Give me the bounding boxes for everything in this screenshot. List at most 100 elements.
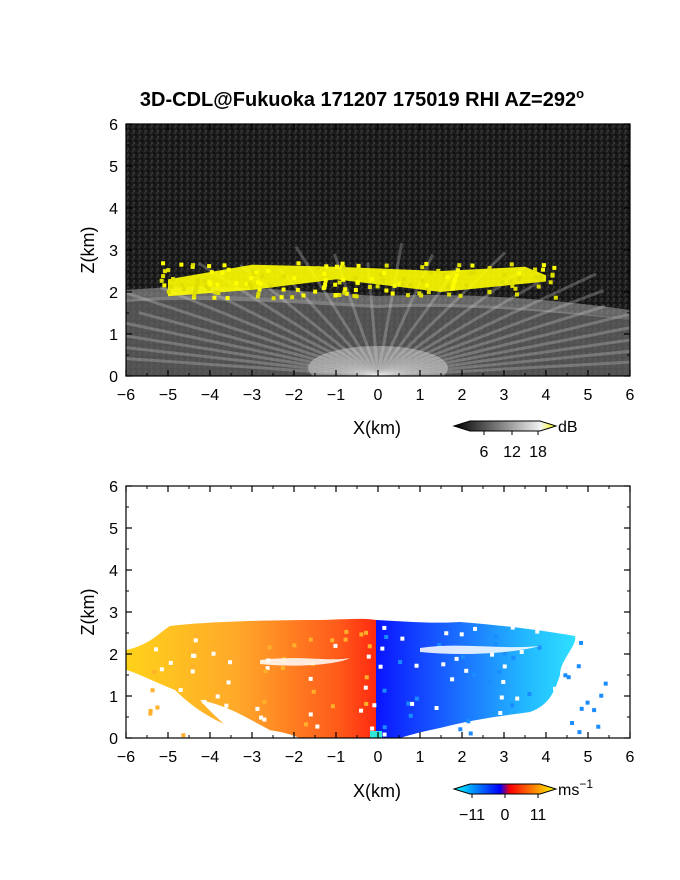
- yellow-pixel: [517, 271, 522, 276]
- yellow-pixel: [342, 290, 347, 295]
- top-ytick-label: 5: [109, 159, 118, 176]
- bottom-xtick-label: −2: [285, 749, 303, 766]
- yellow-pixel: [281, 274, 286, 279]
- speckle: [372, 703, 377, 708]
- radial-beam: [126, 334, 379, 376]
- yellow-pixel: [249, 276, 254, 281]
- yellow-pixel: [216, 290, 221, 295]
- speckle: [494, 634, 499, 639]
- yellow-pixel: [334, 264, 339, 269]
- radial-beam: [377, 304, 606, 376]
- speckle: [384, 634, 389, 639]
- radial-beam: [377, 349, 630, 376]
- yellow-pixel: [166, 289, 171, 294]
- speckle: [597, 714, 602, 719]
- speckle: [152, 670, 157, 675]
- yellow-pixel: [337, 292, 342, 297]
- yellow-pixel: [254, 270, 259, 275]
- bottom-speckles: [148, 625, 608, 738]
- yellow-pixel: [208, 282, 213, 287]
- speckle: [178, 688, 183, 693]
- yellow-pixel: [162, 269, 167, 274]
- top-xtick-label: 3: [500, 387, 509, 404]
- yellow-pixel: [467, 271, 472, 276]
- speckle: [267, 645, 272, 650]
- top-ytick-label: 1: [109, 327, 118, 344]
- speckle: [168, 660, 173, 665]
- top-colorbar-tick: 12: [503, 444, 521, 461]
- speckle: [527, 692, 532, 697]
- yellow-pixel: [344, 291, 349, 296]
- yellow-pixel: [202, 279, 207, 284]
- speckle: [466, 719, 471, 724]
- bottom-ytick-label: 0: [109, 731, 118, 748]
- speckle: [315, 724, 320, 729]
- yellow-pixel: [226, 267, 231, 272]
- radial-beam: [159, 285, 379, 376]
- top-xtick-label: −4: [201, 387, 219, 404]
- speckle: [378, 664, 383, 669]
- speckle: [364, 701, 369, 706]
- speckle: [464, 668, 469, 673]
- yellow-pixel: [500, 280, 505, 285]
- speckle: [590, 685, 595, 690]
- speckle: [308, 712, 313, 717]
- yellow-pixel: [454, 273, 459, 278]
- yellow-pixel: [533, 267, 538, 272]
- radial-beam: [138, 311, 379, 376]
- bottom-warm-region: [126, 618, 376, 738]
- speckle: [502, 651, 507, 656]
- yellow-pixel: [333, 293, 338, 298]
- speckle: [330, 638, 335, 643]
- top-plot-field: [126, 242, 630, 376]
- speckle: [437, 643, 442, 648]
- speckle: [224, 703, 229, 708]
- yellow-pixel: [322, 285, 327, 290]
- yellow-pixel: [352, 293, 357, 298]
- yellow-pixel: [204, 284, 209, 289]
- yellow-pixel: [382, 270, 387, 275]
- speckle: [516, 719, 521, 724]
- yellow-pixel: [266, 268, 271, 273]
- radial-beam: [126, 346, 379, 376]
- speckle: [215, 694, 220, 699]
- bottom-xtick-label: 4: [542, 749, 551, 766]
- speckle: [308, 637, 313, 642]
- speckle: [370, 726, 375, 731]
- yellow-pixel: [457, 263, 462, 268]
- yellow-pixel: [442, 273, 447, 278]
- bottom-xtick-label: 2: [458, 749, 467, 766]
- speckle: [537, 645, 542, 650]
- yellow-pixel: [171, 277, 176, 282]
- yellow-pixel: [420, 278, 425, 283]
- speckle: [204, 720, 209, 725]
- speckle: [380, 646, 385, 651]
- yellow-pixel: [206, 287, 211, 292]
- speckle: [333, 643, 338, 648]
- speckle: [367, 644, 372, 649]
- speckle: [280, 666, 285, 671]
- yellow-pixel: [296, 261, 301, 266]
- yellow-pixel: [316, 266, 321, 271]
- top-yellow-layer: [159, 261, 558, 301]
- yellow-pixel: [159, 278, 164, 283]
- top-xtick-label: −1: [327, 387, 345, 404]
- yellow-pixel: [453, 277, 458, 282]
- speckle: [304, 722, 309, 727]
- yellow-pixel: [367, 284, 372, 289]
- yellow-pixel: [487, 266, 492, 271]
- yellow-pixel: [247, 282, 252, 287]
- yellow-pixel: [234, 281, 239, 286]
- yellow-pixel: [428, 270, 433, 275]
- speckle: [214, 670, 219, 675]
- yellow-pixel: [281, 287, 286, 292]
- top-xtick-label: −2: [285, 387, 303, 404]
- speckle: [211, 651, 216, 656]
- bottom-colorbar-tick: −11: [459, 807, 485, 824]
- yellow-pixel: [397, 281, 402, 286]
- bottom-colorbar-tick: 11: [530, 807, 547, 824]
- yellow-pixel: [249, 285, 254, 290]
- yellow-pixel: [445, 284, 450, 289]
- yellow-pixel: [517, 274, 522, 279]
